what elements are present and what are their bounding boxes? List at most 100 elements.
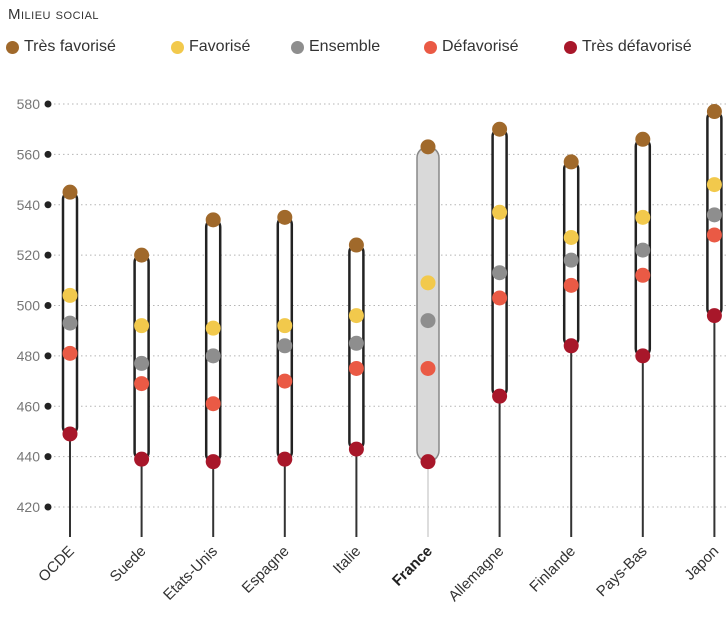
data-point (205, 212, 221, 228)
data-point (492, 121, 508, 137)
data-point (563, 154, 579, 170)
x-category-label: France (389, 543, 436, 590)
data-point (635, 242, 651, 258)
range-bar (61, 190, 79, 436)
x-category-label: Espagne (239, 543, 293, 597)
data-point (420, 360, 436, 376)
x-category-label: Finlande (526, 543, 579, 596)
x-category-label: Pays-Bas (593, 543, 650, 600)
data-point (420, 313, 436, 329)
data-point (706, 177, 722, 193)
data-point (420, 275, 436, 291)
data-point (563, 229, 579, 245)
y-tick-label: 420 (17, 499, 41, 515)
data-point (348, 308, 364, 324)
data-point (205, 348, 221, 364)
tick-marker (44, 201, 52, 209)
y-tick-label: 560 (17, 146, 41, 162)
x-category-label: Japon (681, 543, 722, 584)
tick-marker (44, 100, 52, 108)
data-point (635, 348, 651, 364)
x-category-label: Allemagne (445, 543, 507, 605)
data-point (563, 338, 579, 354)
x-category-label: Suede (107, 543, 150, 586)
range-bar (416, 146, 440, 463)
tick-marker (44, 402, 52, 410)
data-point (492, 204, 508, 220)
range-bar (204, 218, 222, 463)
legend-marker (171, 40, 184, 54)
x-category-label: Italie (330, 543, 364, 577)
tick-marker (44, 453, 52, 461)
data-point (348, 335, 364, 351)
data-point (420, 139, 436, 155)
x-category-label: OCDE (35, 543, 78, 586)
data-point (62, 315, 78, 331)
data-point (134, 355, 150, 371)
tick-marker (44, 150, 52, 158)
data-point (348, 441, 364, 457)
data-point (62, 345, 78, 361)
data-point (277, 451, 293, 467)
data-point (348, 360, 364, 376)
tick-marker (44, 251, 52, 259)
legend-label: Favorisé (189, 38, 251, 55)
legend-label: Défavorisé (442, 38, 519, 55)
legend-marker (564, 40, 577, 54)
legend-item-2: Ensemble (291, 38, 380, 56)
tick-marker (44, 503, 52, 511)
data-point (706, 308, 722, 324)
legend-item-1: Favorisé (171, 38, 250, 56)
data-point (205, 454, 221, 470)
tick-marker (44, 302, 52, 309)
legend-item-3: Défavorisé (424, 38, 518, 56)
data-point (277, 209, 293, 225)
data-point (277, 318, 293, 334)
data-point (492, 388, 508, 404)
data-point (134, 318, 150, 334)
data-point (205, 396, 221, 412)
data-point (635, 267, 651, 283)
y-tick-label: 460 (17, 398, 41, 414)
data-point (62, 426, 78, 442)
data-point (134, 451, 150, 467)
data-point (134, 247, 150, 263)
range-bar (491, 127, 508, 398)
data-point (62, 184, 78, 200)
y-tick-label: 580 (17, 96, 41, 112)
y-tick-label: 440 (17, 449, 41, 465)
legend-label: Très défavorisé (582, 38, 692, 55)
data-point (635, 131, 651, 147)
data-point (277, 373, 293, 389)
tick-marker (44, 352, 52, 360)
legend-marker (6, 40, 19, 54)
legend-label: Très favorisé (24, 38, 116, 55)
legend-marker (424, 40, 437, 54)
legend-label: Ensemble (309, 38, 381, 55)
data-point (563, 277, 579, 293)
data-point (205, 320, 221, 336)
data-point (706, 207, 722, 223)
y-tick-label: 500 (17, 298, 41, 314)
data-point (706, 227, 722, 243)
y-tick-label: 480 (17, 348, 41, 364)
data-point (563, 252, 579, 268)
chart-title: Milieu social (8, 6, 100, 23)
legend-item-4: Très défavorisé (564, 38, 692, 56)
legend-item-0: Très favorisé (6, 38, 116, 56)
data-point (492, 265, 508, 281)
legend-marker (291, 40, 304, 54)
data-point (134, 376, 150, 392)
data-point (706, 104, 722, 120)
y-tick-label: 540 (17, 197, 41, 213)
data-point (635, 209, 651, 225)
x-category-label: Etats-Unis (160, 543, 221, 604)
data-point (62, 287, 78, 303)
range-bar (276, 216, 294, 461)
data-point (348, 237, 364, 253)
data-point (420, 454, 436, 470)
data-point (492, 290, 508, 306)
legend: Très favorisé Favorisé Ensemble Défavorisé T… (6, 38, 726, 60)
data-point (277, 338, 293, 354)
